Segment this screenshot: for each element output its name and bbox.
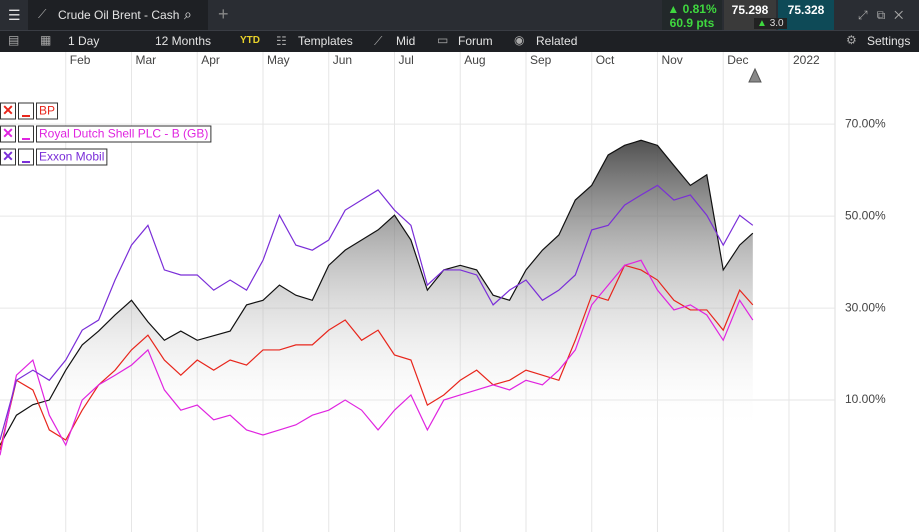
legend-close: ✕ [2, 148, 14, 164]
y-tick-label: 30.00% [845, 300, 886, 314]
change-pct: ▲ 0.81% [667, 2, 717, 16]
legend-close: ✕ [2, 102, 14, 118]
change-box: ▲ 0.81% 60.9 pts [662, 0, 722, 30]
area-line [0, 139, 754, 446]
legend-label: BP [39, 104, 55, 118]
legend-label-box [36, 102, 59, 120]
interval[interactable]: 1 Day [68, 34, 100, 48]
legend-label: Royal Dutch Shell PLC - B (GB) [39, 127, 208, 141]
legend-label-box [36, 148, 108, 166]
related[interactable]: Related [536, 34, 578, 48]
templates-icon: ☷ [276, 34, 287, 48]
settings[interactable]: Settings [867, 34, 911, 48]
spread-value: 3.0 [769, 18, 784, 29]
chart: Feb Mar Apr May Jun Jul Aug Sep Oct Nov Dec 2022 10.… [0, 52, 886, 532]
legend-entry[interactable]: ✕ Exxon Mobil [0, 148, 108, 166]
x-tick-label: Dec [727, 53, 748, 67]
area-fill [0, 140, 753, 532]
forum[interactable]: Forum [458, 34, 493, 48]
series-line [0, 259, 754, 456]
x-tick-label: 2022 [793, 53, 820, 67]
x-tick-label: Aug [464, 53, 485, 67]
toolbar: ▤ ▦ 1 Day 12 Months YTD ☷ Templates ⟋ Mi… [0, 30, 919, 52]
forum-icon: ▭ [437, 33, 449, 47]
bid: 75.298 [731, 3, 769, 17]
x-tick-label: Feb [70, 53, 91, 67]
x-tick-label: Oct [596, 53, 615, 67]
related-icon: ◉ [514, 33, 525, 47]
date-marker[interactable] [748, 67, 762, 83]
legend-close: ✕ [2, 125, 14, 141]
tab[interactable]: ⟋ Crude Oil Brent - Cash ⌕ [28, 0, 208, 30]
legend-label: Exxon Mobil [39, 150, 104, 164]
price-icon: ⟋ [374, 34, 383, 48]
settings-icon: ⚙ [846, 33, 857, 47]
x-tick-label: Nov [661, 53, 682, 67]
x-tick-label: May [267, 53, 290, 67]
templates[interactable]: Templates [298, 34, 353, 48]
legend-close-box [0, 148, 16, 166]
change-pts: 60.9 pts [669, 16, 715, 30]
ask-box[interactable]: 75.328 [778, 0, 834, 30]
layout-icon[interactable]: ▦ [40, 33, 52, 47]
series-line [0, 264, 754, 451]
change-pct-value: 0.81% [682, 2, 717, 16]
range[interactable]: 12 Months [155, 34, 212, 48]
x-tick-label: Sep [530, 53, 552, 67]
x-tick-label: Jun [333, 53, 352, 67]
add-tab[interactable]: + [218, 4, 229, 24]
legend-entry[interactable]: ✕ BP [0, 102, 59, 120]
spread: ▲ 3.0 [754, 18, 787, 29]
ytd[interactable]: YTD [240, 35, 260, 46]
window-controls[interactable]: ⤢⧉✕ [858, 8, 913, 22]
bid-box[interactable]: 75.298 [724, 0, 776, 30]
list-icon[interactable]: ▤ [8, 33, 20, 47]
tab-bar: ☰ ⟋ Crude Oil Brent - Cash ⌕ + ▲ 0.81% 6… [0, 0, 919, 30]
search-icon[interactable]: ⌕ [184, 6, 192, 22]
y-tick-label: 50.00% [845, 208, 886, 222]
price-type[interactable]: Mid [396, 34, 416, 48]
legend-entry[interactable]: ✕ Royal Dutch Shell PLC - B (GB) [0, 125, 212, 143]
x-tick-label: Apr [201, 53, 220, 67]
legend-close-box [0, 102, 16, 120]
ask: 75.328 [787, 3, 825, 17]
y-tick-label: 70.00% [845, 116, 886, 130]
x-tick-label: Mar [135, 53, 156, 67]
x-tick-label: Jul [398, 53, 413, 67]
chart-icon: ⟋ [38, 7, 47, 21]
series-line [0, 184, 754, 441]
legend-label-box [36, 125, 212, 143]
tab-title: Crude Oil Brent - Cash [58, 8, 180, 22]
y-tick-label: 10.00% [845, 392, 886, 406]
legend-close-box [0, 125, 16, 143]
menu-icon[interactable]: ☰ [8, 7, 21, 23]
